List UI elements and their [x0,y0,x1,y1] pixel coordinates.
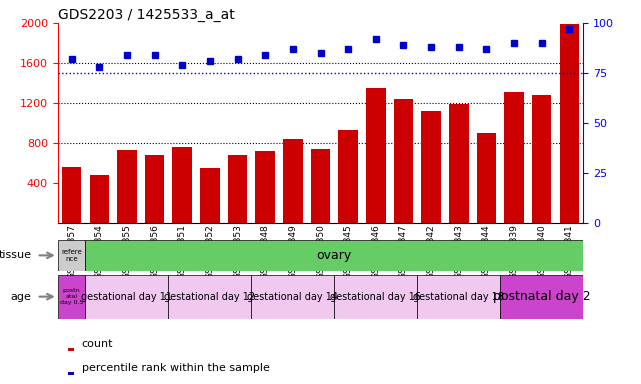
Text: percentile rank within the sample: percentile rank within the sample [82,363,270,373]
Bar [172,147,192,223]
Text: tissue: tissue [0,250,31,260]
Bar [311,149,330,223]
Bar [560,24,579,223]
Bar [366,88,385,223]
Bar [335,275,417,319]
Bar [504,92,524,223]
Text: age: age [10,291,31,302]
Text: gestational day 18: gestational day 18 [413,291,504,302]
Bar [532,95,551,223]
Bar [338,130,358,223]
Text: count: count [82,339,113,349]
Bar [58,275,85,319]
Bar [501,275,583,319]
Text: gestational day 14: gestational day 14 [247,291,338,302]
Bar [251,275,335,319]
Text: GDS2203 / 1425533_a_at: GDS2203 / 1425533_a_at [58,8,235,22]
Bar [283,139,303,223]
Bar [169,275,251,319]
Bar [145,155,164,223]
Bar [449,104,469,223]
Bar [477,133,496,223]
Bar [256,151,275,223]
Bar [62,167,81,223]
Bar [394,99,413,223]
Bar [68,348,74,351]
Text: ovary: ovary [317,249,352,262]
Bar [200,168,219,223]
Bar [58,240,85,271]
Bar [228,155,247,223]
Text: postn
atal
day 0.5: postn atal day 0.5 [60,288,83,305]
Text: refere
nce: refere nce [61,249,82,262]
Bar [90,175,109,223]
Bar [68,372,74,375]
Bar [117,150,137,223]
Bar [85,275,169,319]
Text: gestational day 11: gestational day 11 [81,291,172,302]
Text: gestational day 12: gestational day 12 [164,291,255,302]
Text: gestational day 16: gestational day 16 [330,291,421,302]
Text: postnatal day 2: postnatal day 2 [493,290,590,303]
Bar [417,275,501,319]
Bar [422,111,441,223]
